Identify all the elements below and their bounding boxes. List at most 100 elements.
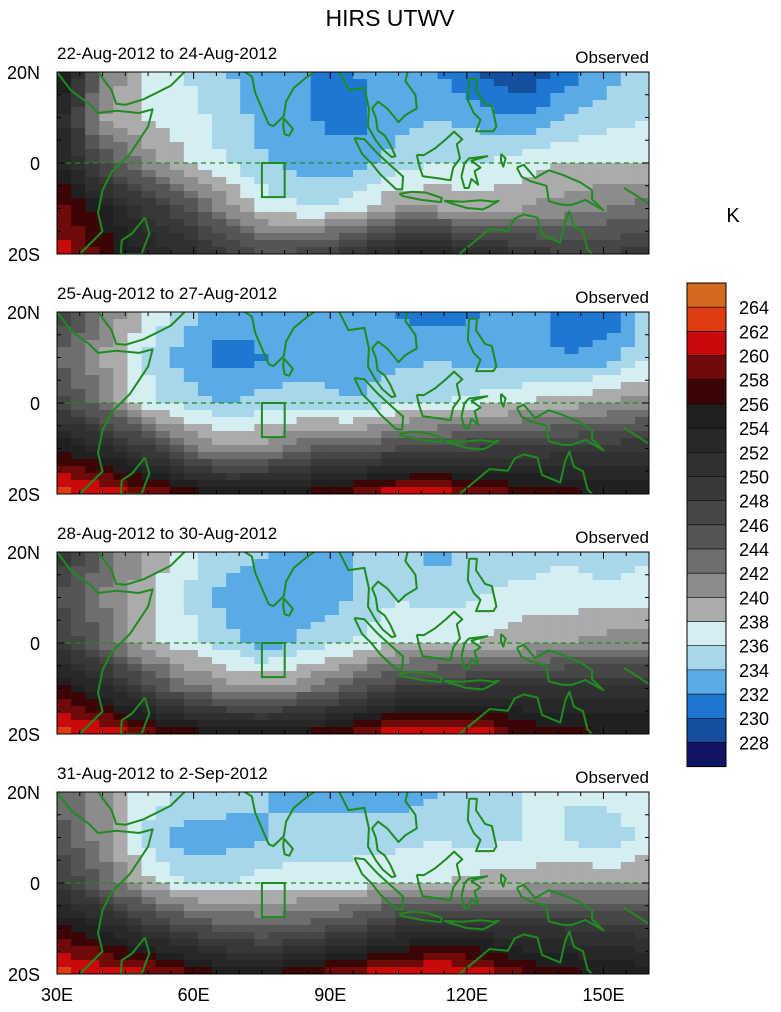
heatmap-cell <box>57 678 72 686</box>
heatmap-cell <box>85 438 100 446</box>
heatmap-cell <box>226 813 241 821</box>
heatmap-cell <box>578 939 594 947</box>
heatmap-cell <box>550 135 566 143</box>
heatmap-cell <box>536 876 551 884</box>
heatmap-cell <box>240 918 255 926</box>
heatmap-cell <box>578 79 594 87</box>
coastlines <box>57 792 649 974</box>
heatmap-cell <box>409 904 425 912</box>
y-tick-label: 0 <box>30 154 40 174</box>
africa-coastline <box>57 552 154 734</box>
heatmap-cell <box>310 100 326 108</box>
heatmap-cell <box>522 219 537 227</box>
heatmap-cell <box>296 706 312 714</box>
heatmap-cell <box>57 713 72 721</box>
heatmap-cell <box>634 813 649 821</box>
heatmap-cell <box>536 862 551 870</box>
heatmap-cell <box>268 445 284 453</box>
heatmap-cell <box>127 312 143 320</box>
heatmap-cell <box>395 932 410 940</box>
colorbar-box <box>687 742 726 767</box>
heatmap-cell <box>169 100 185 108</box>
heatmap-cell <box>493 212 509 220</box>
heatmap-cell <box>85 79 100 87</box>
heatmap-cell <box>296 410 312 418</box>
heatmap-cell <box>183 212 199 220</box>
heatmap-cell <box>634 904 649 912</box>
heatmap-cell <box>183 960 199 968</box>
heatmap-cell <box>381 156 396 164</box>
heatmap-cell <box>226 692 241 700</box>
heatmap-cell <box>564 72 580 80</box>
heatmap-cell <box>169 792 185 800</box>
heatmap-cell <box>550 643 566 651</box>
heatmap-cell <box>296 601 312 609</box>
heatmap-cell <box>508 375 523 383</box>
colorbar-label: 242 <box>739 564 769 584</box>
heatmap-cell <box>620 459 636 467</box>
heatmap-cell <box>338 382 354 390</box>
heatmap-cell <box>71 643 86 651</box>
heatmap-cell <box>169 643 185 651</box>
heatmap-cell <box>71 340 86 348</box>
heatmap-cell <box>592 792 608 800</box>
heatmap-cell <box>197 177 213 185</box>
heatmap-cell <box>606 960 622 968</box>
heatmap-cell <box>353 191 368 199</box>
heatmap-cell <box>212 219 227 227</box>
heatmap-cell <box>564 678 580 686</box>
heatmap-cell <box>578 911 594 919</box>
heatmap-cell <box>268 375 284 383</box>
heatmap-cell <box>226 184 241 192</box>
heatmap-cell <box>226 848 241 856</box>
heatmap-cell <box>550 813 566 821</box>
heatmap-cell <box>550 382 566 390</box>
heatmap-cell <box>57 466 72 474</box>
heatmap-cell <box>85 727 100 734</box>
heatmap-cell <box>620 559 636 567</box>
heatmap-cell <box>493 827 509 835</box>
heatmap-cell <box>423 720 439 728</box>
heatmap-cell <box>465 890 481 898</box>
heatmap-cell <box>409 163 425 171</box>
heatmap-cell <box>620 622 636 630</box>
heatmap-cell <box>451 946 467 954</box>
heatmap-cell <box>212 720 227 728</box>
heatmap-cell <box>493 191 509 199</box>
burma-malay-coastline <box>338 552 418 639</box>
heatmap-cell <box>240 692 255 700</box>
heatmap-cell <box>465 79 481 87</box>
heatmap-cell <box>620 184 636 192</box>
heatmap-cell <box>212 121 227 129</box>
heatmap-cell <box>85 692 100 700</box>
heatmap-cell <box>113 326 129 334</box>
heatmap-cell <box>240 212 255 220</box>
heatmap-cell <box>127 184 143 192</box>
heatmap-cell <box>578 347 594 355</box>
heatmap-cell <box>57 473 72 481</box>
heatmap-cell <box>212 650 227 658</box>
heatmap-cell <box>183 107 199 115</box>
heatmap-cell <box>226 347 241 355</box>
heatmap-cell <box>353 820 368 828</box>
heatmap-cell <box>197 820 213 828</box>
heatmap-cell <box>268 219 284 227</box>
heatmap-cell <box>310 121 326 129</box>
heatmap-cell <box>550 932 566 940</box>
heatmap-cell <box>592 939 608 947</box>
heatmap-cell <box>155 128 171 136</box>
heatmap-cell <box>409 678 425 686</box>
heatmap-cell <box>395 319 410 327</box>
heatmap-cell <box>465 566 481 574</box>
heatmap-cell <box>465 650 481 658</box>
heatmap-cell <box>381 671 396 679</box>
heatmap-cell <box>634 883 649 891</box>
heatmap-cell <box>127 121 143 129</box>
heatmap-cell <box>479 911 495 919</box>
colorbar-box <box>687 379 726 405</box>
heatmap-cell <box>197 827 213 835</box>
heatmap-cell <box>479 347 495 355</box>
heatmap-cell <box>465 410 481 418</box>
heatmap-cell <box>197 424 213 432</box>
heatmap-cell <box>141 389 157 397</box>
